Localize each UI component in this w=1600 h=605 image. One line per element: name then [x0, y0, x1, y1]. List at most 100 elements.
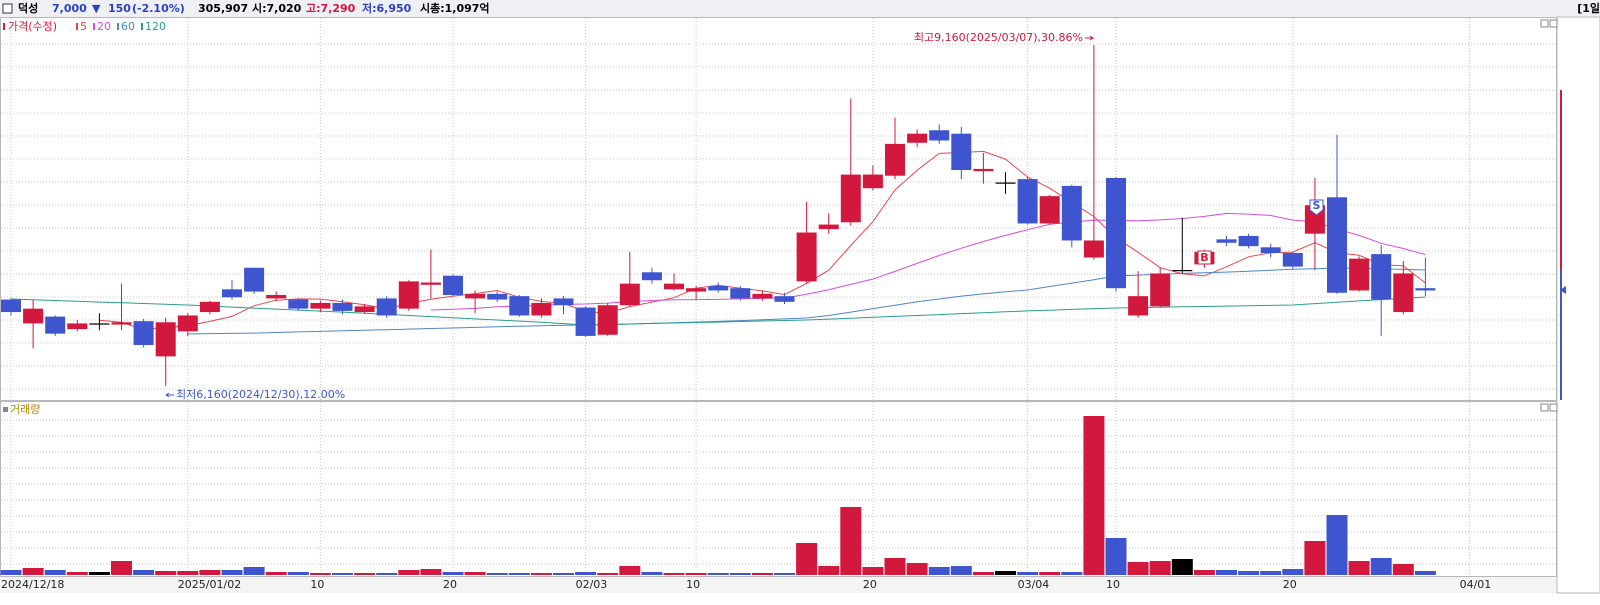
candle-body [1150, 273, 1171, 307]
checkbox[interactable] [2, 3, 13, 14]
header-bar [0, 0, 1600, 17]
candle-body [885, 143, 905, 176]
candle-body [420, 282, 441, 285]
volume: 305,907 [198, 2, 248, 15]
candle-body [133, 321, 154, 346]
candle-body [1393, 273, 1414, 313]
legend-swatch [3, 23, 5, 30]
volume-bar [1061, 572, 1083, 575]
min-button[interactable] [1540, 19, 1549, 28]
candle-body [1017, 179, 1038, 224]
candle-body [111, 322, 132, 325]
change: 150 [108, 2, 131, 15]
candle-body [155, 322, 176, 357]
period[interactable]: [1일 [1577, 1, 1600, 15]
candle-body [288, 299, 309, 309]
volume-title: 거래량 [10, 403, 40, 416]
volume-bar [553, 573, 574, 575]
buy-signal: B [1200, 251, 1208, 264]
legend-swatch [76, 23, 78, 30]
candle-body [1371, 254, 1392, 300]
volume-bar [774, 573, 795, 575]
volume-bar [1105, 538, 1127, 575]
change-arrow: ▼ [92, 2, 101, 15]
candle-body [553, 298, 574, 306]
candle-body [840, 174, 861, 223]
volume-bar [1216, 570, 1237, 575]
x-tick-label: 10 [1106, 578, 1120, 591]
volume-bar [995, 571, 1016, 575]
volume-bar [707, 573, 729, 575]
candle-body [1282, 252, 1303, 267]
volume-bar [729, 573, 751, 575]
candle-body [1128, 296, 1149, 316]
volume-bar [44, 570, 66, 575]
price: 7,000 [52, 2, 87, 15]
volume-bar [332, 573, 353, 575]
candle-body [177, 315, 198, 332]
candle-body [752, 293, 773, 299]
volume-bar [840, 507, 862, 575]
volume-bar [1304, 541, 1326, 575]
volume-bar [663, 573, 685, 575]
candle-body [67, 323, 88, 330]
ma-line [430, 212, 1426, 311]
volume-bar [1260, 571, 1282, 575]
volume-bar [818, 566, 840, 575]
close-button[interactable] [1549, 19, 1558, 28]
candle-body [708, 285, 729, 291]
volume-bar [1017, 572, 1039, 575]
candle-body [244, 267, 265, 292]
volume-bar [1171, 559, 1193, 575]
volume-bar [265, 572, 287, 575]
legend-swatch [3, 407, 8, 412]
candle-body [1216, 239, 1237, 243]
annotation-arrow [165, 392, 174, 398]
close-button[interactable] [1549, 403, 1558, 412]
candle-body [531, 302, 552, 316]
volume-bar [1039, 572, 1061, 575]
volume-bar [155, 571, 177, 575]
volume-bar [88, 572, 110, 575]
sell-signal: S [1313, 199, 1321, 212]
candle-body [465, 293, 486, 299]
candle-body [951, 133, 972, 171]
candle-body [1061, 185, 1082, 241]
pane-buttons [1540, 19, 1558, 412]
candle-body [818, 224, 839, 230]
volume-bar [22, 568, 44, 575]
legend-entry: 20 [97, 20, 111, 33]
volume-bar [221, 570, 243, 575]
x-tick-label: 2025/01/02 [178, 578, 241, 591]
candle-body [310, 302, 331, 309]
volume-bar [597, 573, 619, 575]
volume-bar [1326, 515, 1348, 575]
candle-body [907, 133, 928, 143]
candle-body [619, 283, 640, 306]
x-tick-label: 02/03 [576, 578, 608, 591]
legend-entry: 5 [80, 20, 87, 33]
volume-bar [1193, 570, 1215, 575]
candle-body [443, 275, 463, 296]
price-pointer [1560, 286, 1566, 294]
volume-bar [641, 572, 663, 575]
candle-body [509, 296, 530, 316]
candle-body [222, 289, 242, 298]
stock-name: 덕성 [18, 1, 38, 15]
candle-body [597, 305, 618, 335]
candle-body [398, 281, 419, 309]
volume-bar [950, 566, 972, 575]
candle-body [1415, 288, 1436, 291]
annotation-arrow [1085, 35, 1095, 41]
candle-body [641, 272, 662, 281]
candle-body [354, 306, 375, 313]
x-tick-label: 04/01 [1460, 578, 1492, 591]
low-annotation: 최저6,160(2024/12/30),12.00% [176, 388, 345, 401]
volume-bar [972, 572, 994, 575]
volume-bar [1127, 562, 1149, 575]
ma-line [10, 296, 1426, 326]
volume-bar [751, 573, 773, 575]
candle-body [332, 302, 353, 311]
candle-body [796, 232, 817, 282]
min-button[interactable] [1540, 403, 1549, 412]
